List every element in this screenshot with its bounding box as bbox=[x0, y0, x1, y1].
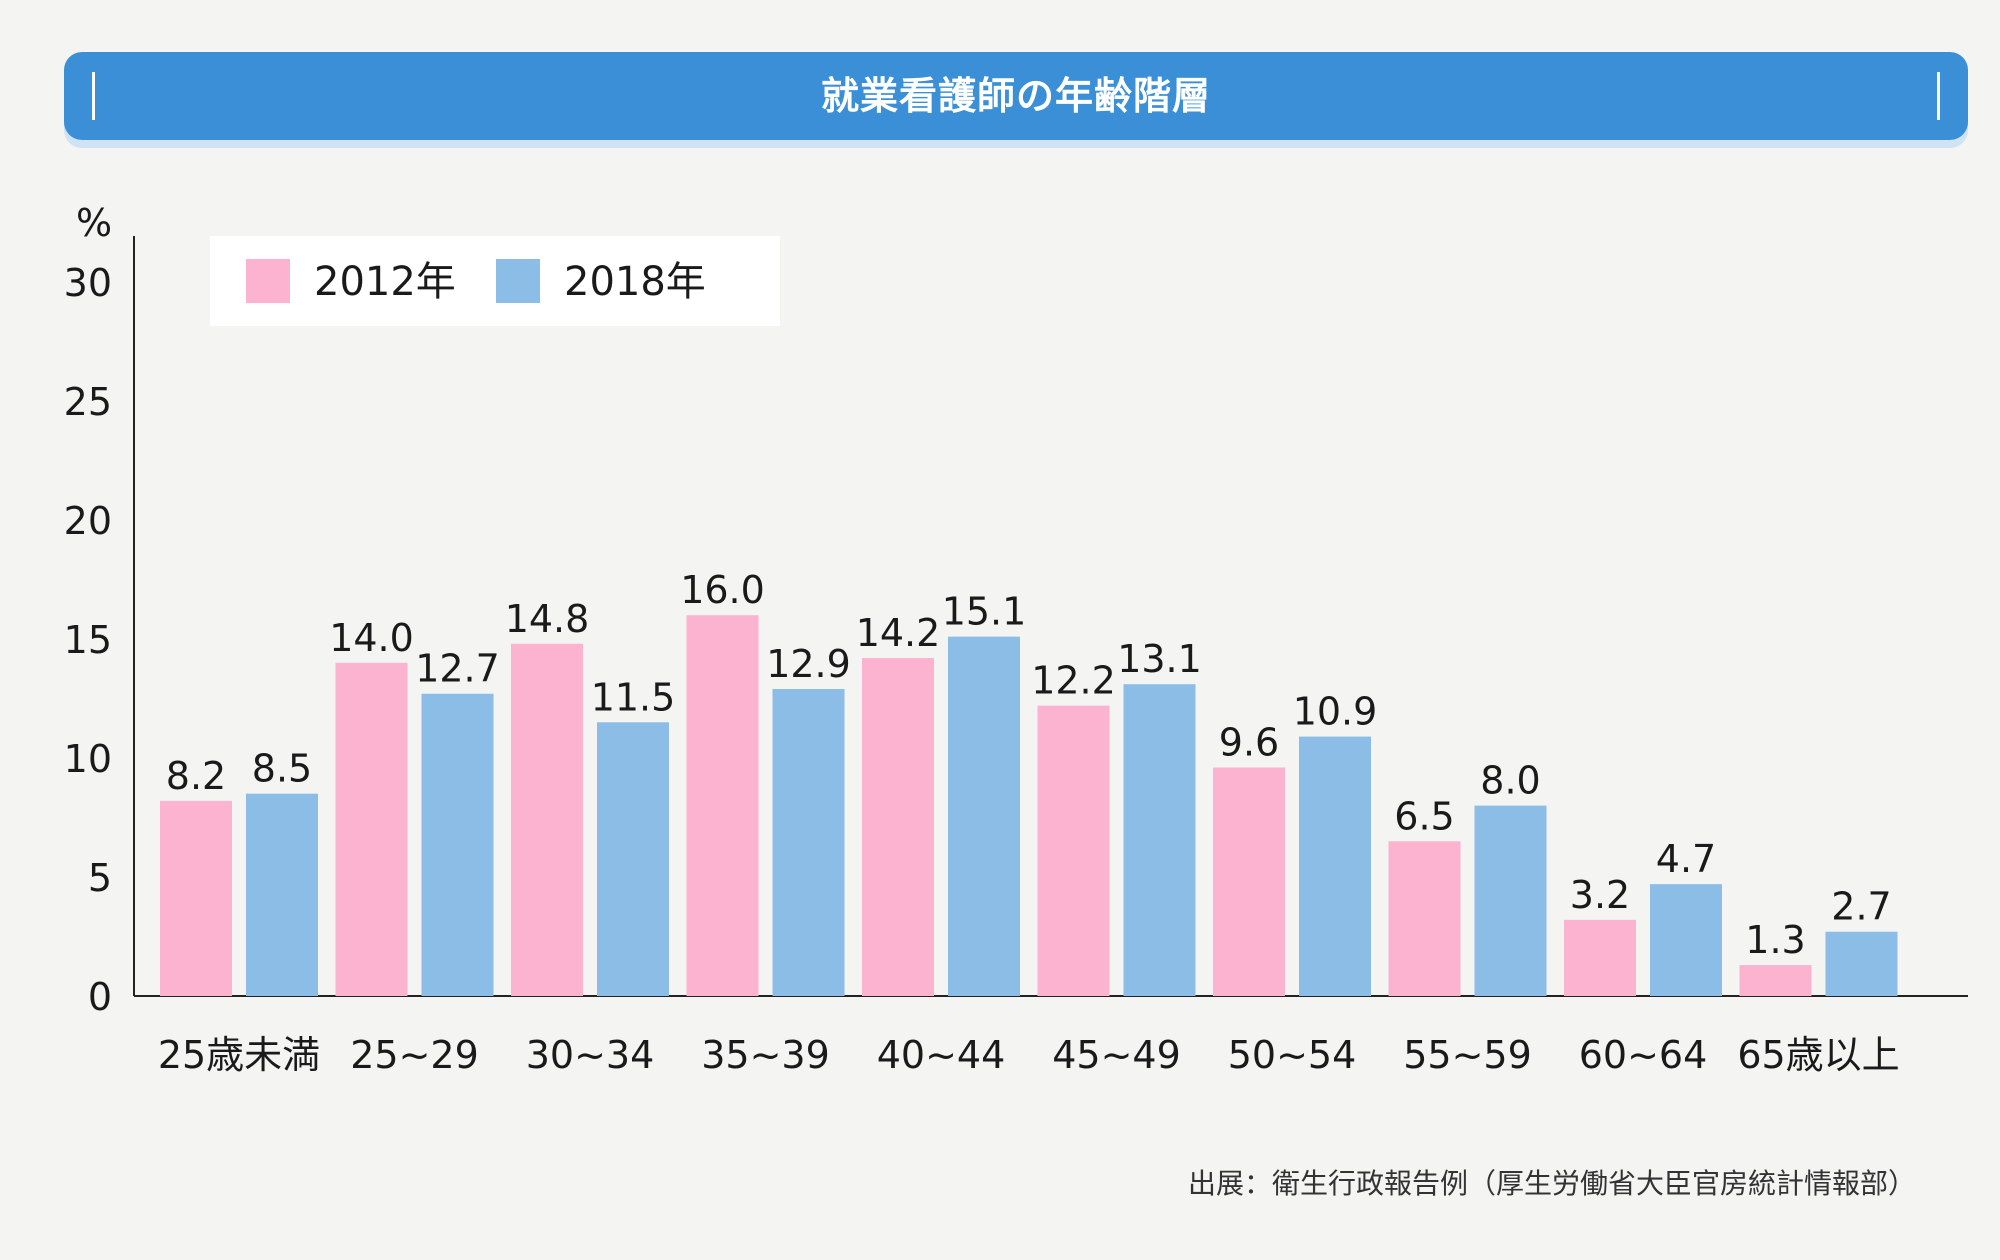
bar-value-label: 14.0 bbox=[329, 616, 414, 660]
y-tick-label: 5 bbox=[88, 856, 112, 900]
x-category-label: 30~34 bbox=[526, 1033, 655, 1077]
bar-value-label: 14.2 bbox=[856, 611, 941, 655]
bar-2012 bbox=[1564, 919, 1636, 996]
banner-right-bar bbox=[1937, 72, 1940, 120]
bar-2018 bbox=[948, 636, 1020, 996]
bar-2018 bbox=[1650, 884, 1722, 996]
title-banner: 就業看護師の年齢階層 bbox=[64, 52, 1968, 140]
bar-2012 bbox=[160, 800, 232, 996]
legend-label-2012: 2012年 bbox=[314, 259, 456, 305]
bar-value-label: 4.7 bbox=[1656, 837, 1716, 881]
bar-value-label: 8.2 bbox=[166, 754, 226, 798]
banner-left-bar bbox=[92, 72, 95, 120]
legend-swatch-2012 bbox=[246, 259, 290, 303]
x-category-label: 60~64 bbox=[1579, 1033, 1708, 1077]
y-tick-label: 10 bbox=[64, 737, 112, 781]
bar-value-label: 15.1 bbox=[942, 590, 1027, 634]
legend-label-2018: 2018年 bbox=[564, 259, 706, 305]
x-category-label: 65歳以上 bbox=[1737, 1033, 1899, 1077]
x-category-label: 50~54 bbox=[1228, 1033, 1357, 1077]
bar-value-label: 8.5 bbox=[252, 747, 312, 791]
bar-value-label: 1.3 bbox=[1745, 918, 1805, 962]
bar-2012 bbox=[862, 658, 934, 996]
bar-value-label: 2.7 bbox=[1831, 885, 1891, 929]
bar-2012 bbox=[1388, 841, 1461, 996]
bar-2018 bbox=[772, 688, 845, 996]
bar-value-label: 12.9 bbox=[766, 642, 851, 686]
bar-2012 bbox=[686, 615, 759, 996]
bar-2018 bbox=[246, 793, 318, 996]
x-category-label: 55~59 bbox=[1403, 1033, 1532, 1077]
x-category-label: 40~44 bbox=[877, 1033, 1006, 1077]
bar-value-label: 3.2 bbox=[1570, 873, 1630, 917]
bar-value-label: 8.0 bbox=[1480, 759, 1540, 803]
legend-swatch-2018 bbox=[496, 259, 540, 303]
bar-value-label: 12.2 bbox=[1031, 659, 1116, 703]
bar-2018 bbox=[1825, 931, 1898, 996]
y-axis-unit-label: % bbox=[76, 201, 112, 245]
bar-2018 bbox=[1123, 684, 1196, 996]
bar-value-label: 16.0 bbox=[680, 568, 765, 612]
bar-value-label: 10.9 bbox=[1293, 690, 1378, 734]
bar-value-label: 11.5 bbox=[591, 675, 676, 719]
bar-value-label: 6.5 bbox=[1394, 794, 1454, 838]
bar-value-label: 9.6 bbox=[1219, 721, 1279, 765]
chart-title: 就業看護師の年齢階層 bbox=[820, 74, 1211, 118]
bar-2018 bbox=[597, 722, 669, 996]
bar-2012 bbox=[1037, 705, 1110, 996]
bar-2012 bbox=[1213, 767, 1285, 996]
source-note: 出展：衛生行政報告例（厚生労働省大臣官房統計情報部） bbox=[1187, 1167, 1916, 1200]
y-tick-label: 15 bbox=[64, 618, 112, 662]
bar-2012 bbox=[511, 643, 583, 996]
bar-2018 bbox=[421, 693, 494, 996]
y-tick-label: 30 bbox=[64, 261, 112, 305]
bar-value-label: 14.8 bbox=[505, 597, 590, 641]
y-tick-label: 0 bbox=[88, 975, 112, 1019]
legend-box bbox=[210, 236, 780, 326]
bar-value-label: 13.1 bbox=[1117, 637, 1202, 681]
bar-2012 bbox=[1739, 965, 1812, 996]
bar-value-label: 12.7 bbox=[415, 647, 500, 691]
bar-2018 bbox=[1299, 736, 1371, 996]
y-tick-label: 20 bbox=[64, 499, 112, 543]
x-category-label: 25~29 bbox=[350, 1033, 479, 1077]
x-category-label: 45~49 bbox=[1052, 1033, 1181, 1077]
bar-2018 bbox=[1474, 805, 1547, 996]
x-category-label: 25歳未満 bbox=[158, 1033, 320, 1077]
bar-2012 bbox=[335, 662, 408, 996]
x-category-label: 35~39 bbox=[701, 1033, 830, 1077]
y-tick-label: 25 bbox=[64, 380, 112, 424]
